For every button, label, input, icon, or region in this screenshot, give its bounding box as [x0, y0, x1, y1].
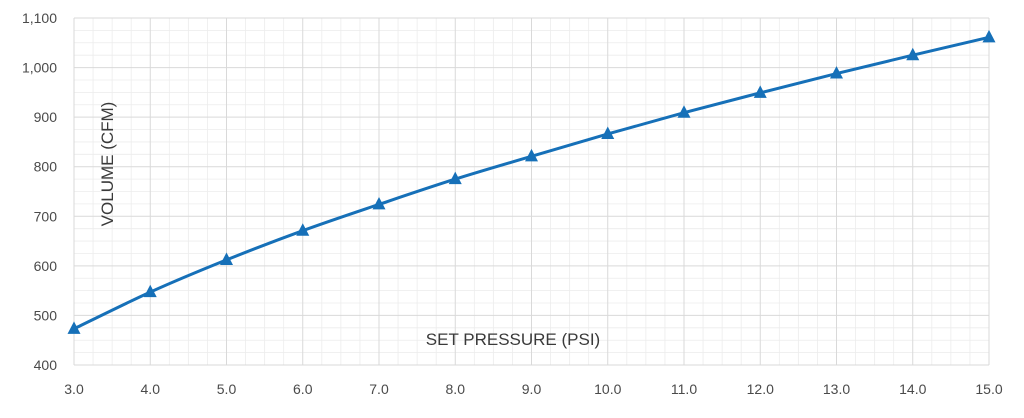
data-point-marker	[143, 284, 157, 298]
y-tick-label: 700	[34, 208, 58, 224]
y-axis-title: VOLUME (CFM)	[98, 102, 117, 227]
x-tick-label: 9.0	[522, 381, 542, 397]
data-point-marker	[372, 196, 386, 210]
data-point-marker	[753, 85, 767, 98]
x-tick-label: 15.0	[975, 381, 1002, 397]
data-point-marker	[677, 105, 691, 118]
data-point-marker	[220, 252, 233, 265]
y-tick-label: 800	[34, 159, 58, 175]
y-tick-label: 500	[34, 307, 58, 323]
data-point-marker	[448, 171, 462, 185]
x-tick-label: 10.0	[594, 381, 621, 397]
x-tick-label: 8.0	[446, 381, 466, 397]
x-tick-label: 6.0	[293, 381, 313, 397]
y-tick-label: 1,100	[22, 10, 57, 26]
x-tick-label: 13.0	[823, 381, 850, 397]
x-axis-ticks: 3.0 4.0 5.0 6.0 7.0 8.0 9.0 10.0 11.0 12.0 13.0 14.…	[64, 381, 1003, 397]
x-tick-label: 11.0	[671, 381, 697, 397]
x-tick-label: 7.0	[369, 381, 389, 397]
x-tick-label: 5.0	[217, 381, 237, 397]
x-axis-title: SET PRESSURE (PSI)	[426, 330, 600, 349]
y-tick-label: 900	[34, 109, 58, 125]
data-point-marker	[296, 223, 310, 236]
series-group	[67, 29, 996, 334]
y-tick-label: 1,000	[22, 60, 57, 76]
y-tick-label: 400	[34, 357, 58, 373]
y-tick-label: 600	[34, 258, 58, 274]
data-point-marker	[982, 29, 996, 43]
data-point-marker	[906, 47, 920, 61]
data-point-marker	[830, 66, 843, 79]
x-tick-label: 12.0	[747, 381, 774, 397]
data-point-marker	[67, 321, 81, 334]
x-tick-label: 4.0	[141, 381, 161, 397]
data-point-marker	[601, 126, 615, 140]
x-tick-label: 3.0	[64, 381, 84, 397]
x-tick-label: 14.0	[899, 381, 926, 397]
data-point-marker	[525, 148, 538, 162]
y-axis-ticks: 400 500 600 700 800 900 1,000 1,100	[22, 10, 57, 373]
